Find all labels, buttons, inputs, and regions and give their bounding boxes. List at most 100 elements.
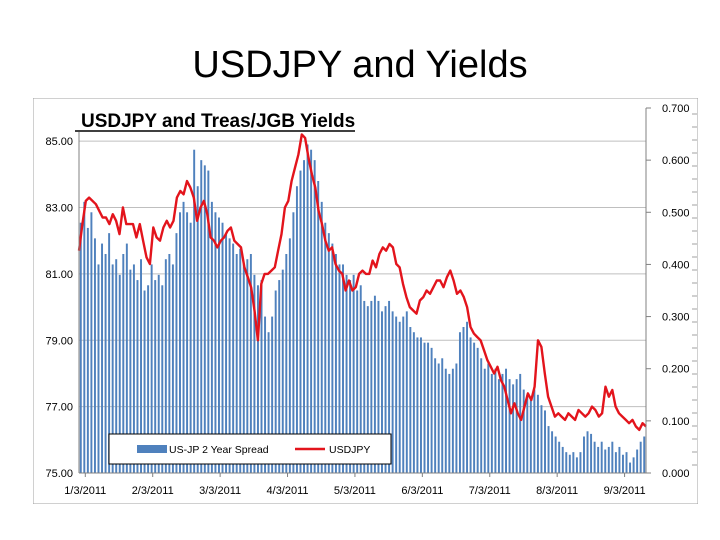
spread-bar [519,373,522,473]
spread-bar [317,181,320,473]
spread-bar [522,389,525,473]
line-layer [77,133,647,432]
spread-bar [125,243,128,473]
spread-bar [395,316,398,473]
y-right-tick-label: 0.200 [662,364,690,376]
spread-bar [575,457,578,473]
spread-bar [451,368,454,473]
spread-bar [526,394,529,473]
spread-bar [232,243,235,473]
spread-bar [604,449,607,473]
spread-bar [299,170,302,474]
spread-bar [533,389,536,473]
y-right-tick-label: 0.400 [662,259,690,271]
spread-bar [370,300,373,473]
spread-bar [544,410,546,473]
spread-bar [441,358,444,473]
spread-bar [218,217,220,473]
spread-bar [154,280,157,473]
spread-bar [164,259,167,473]
spread-bar [497,379,500,473]
spread-bar [179,212,181,473]
spread-bar [373,295,376,473]
spread-bar [618,446,621,473]
spread-bar [469,337,472,473]
spread-bar [79,222,82,473]
spread-bar [274,290,277,473]
spread-bar [388,300,391,473]
x-tick-label: 9/3/2011 [604,485,646,497]
spread-bar [97,264,100,473]
spread-bar [501,373,504,473]
chart-title-bg [73,104,353,132]
spread-bar [214,212,217,473]
y-left-tick-label: 77.00 [45,402,73,414]
spread-bar [207,170,210,474]
spread-bar [182,201,185,473]
spread-bar [246,259,249,473]
y-right-tick-label: 0.600 [662,155,690,167]
y-right-tick-label: 0.700 [662,103,690,115]
spread-bar [338,264,341,473]
spread-bar [281,269,284,473]
spread-bar [466,321,469,473]
spread-bar [129,269,132,473]
spread-bar [512,384,515,473]
y-left-tick-label: 81.00 [45,269,73,281]
spread-bar [625,452,628,473]
spread-bar [629,462,632,473]
spread-bar [487,363,490,473]
spread-bar [288,238,291,473]
spread-bar [614,452,617,473]
spread-bar [377,300,380,473]
spread-bar [225,233,228,473]
legend-label-usdjpy: USDJPY [329,444,370,456]
spread-bar [419,337,422,473]
spread-bar [161,285,164,473]
spread-bar [505,368,507,473]
spread-bar [320,201,323,473]
chart-title: USDJPY and Treas/JGB Yields [81,111,355,132]
spread-bar [494,368,497,473]
spread-bar [93,238,96,473]
spread-bar [253,274,256,473]
spread-bar [349,280,352,473]
legend: US-JP 2 Year Spread USDJPY [108,433,392,465]
spread-bar [104,254,107,473]
spread-bar [480,358,483,473]
spread-bar [345,274,348,473]
spread-bar [239,248,242,473]
spread-bar [621,454,624,473]
spread-bar [140,259,142,473]
chart-frame: 75.00 77.00 79.00 81.00 83.00 85.00 0.000 0.100… [32,97,699,505]
spread-bar [267,332,270,473]
spread-bar [437,363,440,473]
spread-bar [90,212,93,473]
spread-bar [292,212,295,473]
spread-bar [639,441,642,473]
spread-bar [632,457,635,473]
spread-bar [536,394,539,473]
chart-svg: 75.00 77.00 79.00 81.00 83.00 85.00 0.000 0.100… [32,97,699,505]
spread-bar [483,368,486,473]
spread-bar [235,254,238,473]
spread-bar [115,259,118,473]
spread-bar [193,149,196,473]
spread-bar [203,165,206,473]
spread-bar [600,441,603,473]
spread-bar [171,264,174,473]
spread-bar [111,264,114,473]
spread-bar [427,342,430,473]
spread-bar [558,441,561,473]
spread-bar [83,201,86,473]
spread-bar [327,233,330,473]
spread-bar [515,379,518,473]
y-right-tick-label: 0.500 [662,207,690,219]
spread-bar [529,400,532,473]
spread-bar [551,431,554,473]
slide-title: USDJPY and Yields [192,44,528,86]
spread-bar [278,280,281,473]
spread-bar [590,433,593,473]
spread-bar [363,300,366,473]
legend-label-spread: US-JP 2 Year Spread [169,444,269,456]
